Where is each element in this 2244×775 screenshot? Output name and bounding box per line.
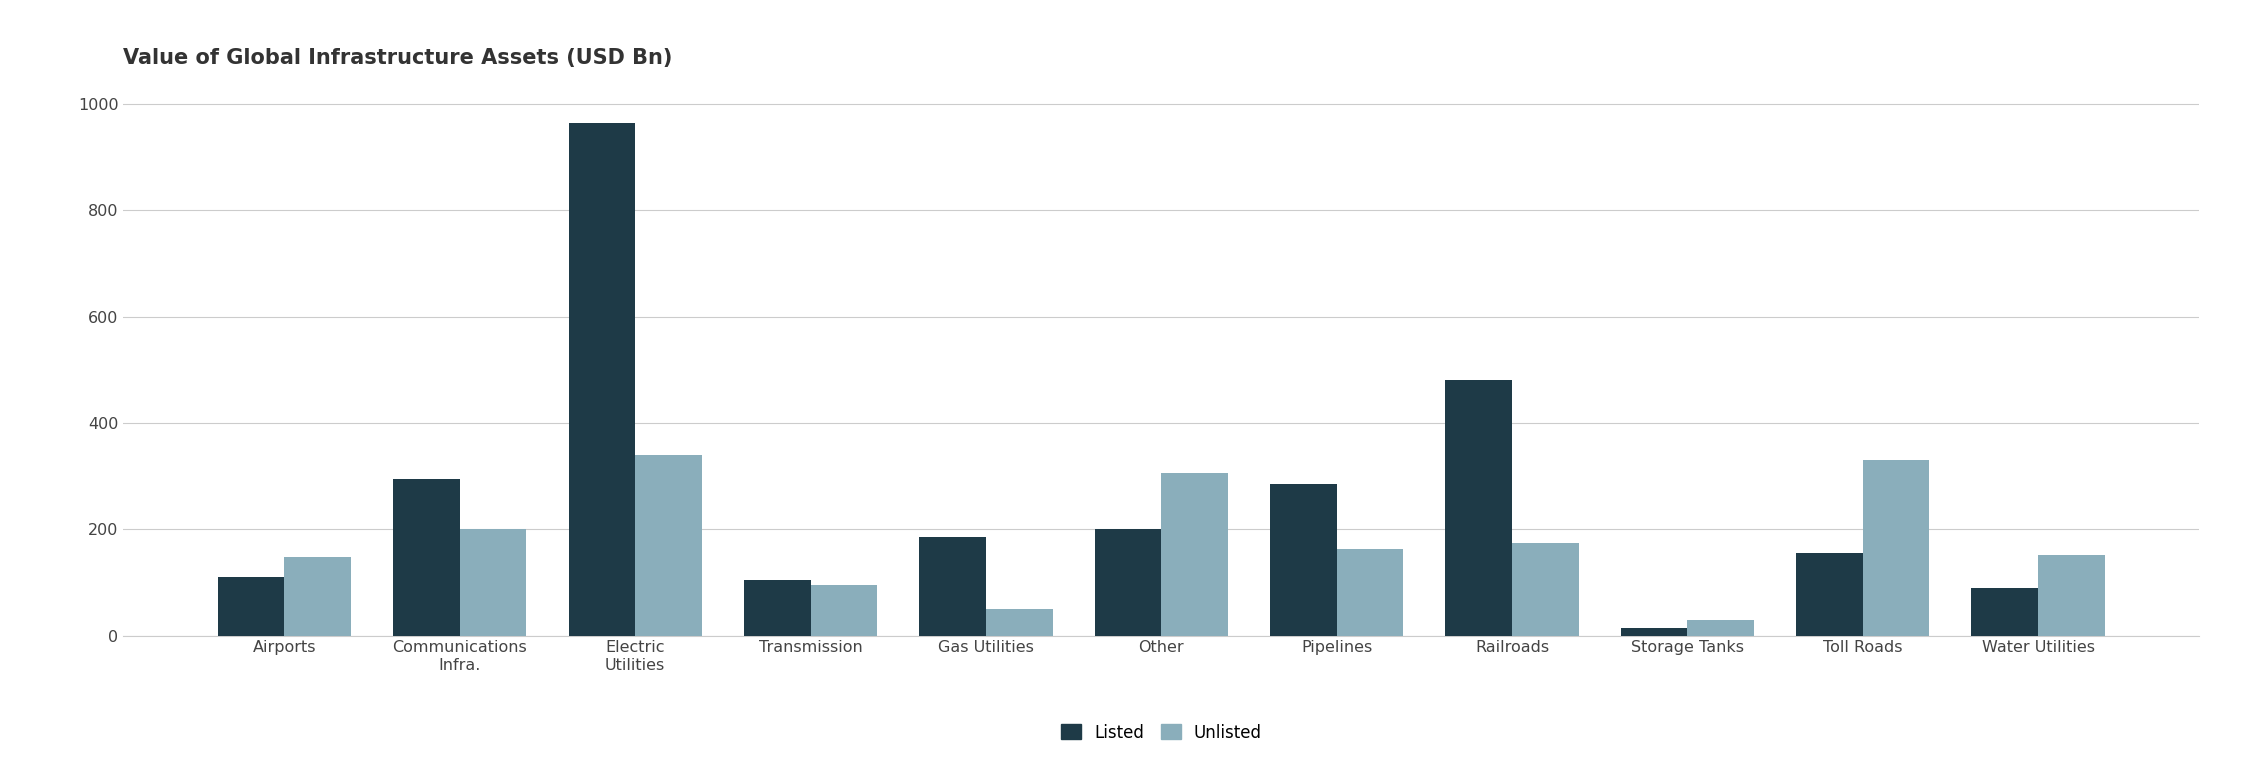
Bar: [985, 609, 1052, 635]
Bar: [1863, 460, 1930, 636]
Bar: [2038, 555, 2105, 636]
Bar: [810, 585, 877, 636]
Bar: [743, 580, 810, 636]
Bar: [1095, 529, 1160, 636]
Bar: [1972, 587, 2038, 636]
Bar: [1512, 542, 1580, 636]
Bar: [1620, 628, 1687, 635]
Bar: [460, 529, 527, 636]
Bar: [218, 577, 285, 636]
Bar: [1795, 553, 1863, 636]
Bar: [635, 455, 702, 636]
Text: Value of Global Infrastructure Assets (USD Bn): Value of Global Infrastructure Assets (U…: [123, 47, 673, 67]
Bar: [568, 122, 635, 636]
Bar: [285, 557, 350, 636]
Bar: [393, 479, 460, 636]
Bar: [920, 537, 985, 635]
Bar: [1270, 484, 1337, 636]
Bar: [1687, 619, 1755, 636]
Bar: [1160, 474, 1227, 636]
Bar: [1337, 549, 1402, 636]
Bar: [1445, 381, 1512, 636]
Legend: Listed, Unlisted: Listed, Unlisted: [1052, 715, 1270, 750]
